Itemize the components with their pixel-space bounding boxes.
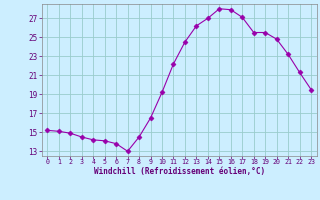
X-axis label: Windchill (Refroidissement éolien,°C): Windchill (Refroidissement éolien,°C) [94,167,265,176]
